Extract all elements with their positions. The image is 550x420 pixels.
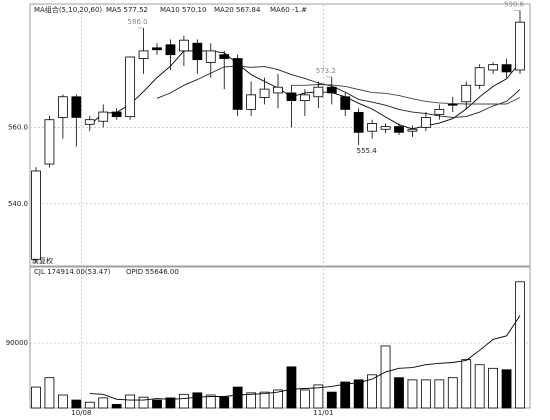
candle-body bbox=[125, 56, 136, 118]
volume-ma-line bbox=[89, 315, 521, 401]
price-note: 前复权 bbox=[32, 256, 53, 265]
candle-body bbox=[57, 96, 68, 118]
y-tick-label: 560.0 bbox=[8, 123, 28, 131]
x-tick-label: 11/01 bbox=[313, 409, 333, 417]
candle-body bbox=[313, 86, 324, 98]
volume-bar bbox=[515, 281, 525, 409]
volume-bar bbox=[205, 394, 216, 409]
volume-bar bbox=[178, 393, 189, 409]
volume-bar bbox=[461, 359, 472, 409]
candle-body bbox=[31, 170, 41, 260]
volume-bar bbox=[313, 384, 324, 409]
volume-bar bbox=[367, 374, 378, 409]
candle-body bbox=[219, 54, 230, 59]
candle-body bbox=[178, 39, 189, 52]
volume-bar bbox=[57, 394, 68, 409]
y-tick-label: 540.0 bbox=[8, 200, 28, 208]
volume-bar bbox=[380, 345, 391, 409]
candle-body bbox=[286, 92, 297, 101]
candle-body bbox=[165, 44, 176, 56]
volume-bar bbox=[420, 379, 431, 409]
volume-bar bbox=[326, 391, 337, 409]
volume-bar bbox=[152, 399, 162, 409]
candle-body bbox=[394, 126, 404, 133]
volume-bar bbox=[340, 381, 351, 409]
volume-bar bbox=[192, 392, 203, 409]
legend-item: MA组合(5,10,20,60) bbox=[34, 5, 102, 14]
volume-bar bbox=[246, 392, 257, 409]
volume-bar bbox=[232, 386, 243, 409]
candle-body bbox=[299, 94, 310, 101]
candle-body bbox=[474, 67, 485, 86]
candle-body bbox=[232, 58, 243, 110]
candle-body bbox=[84, 119, 95, 125]
candle-body bbox=[380, 126, 391, 130]
candle-body bbox=[461, 84, 472, 103]
volume-bar bbox=[488, 367, 499, 409]
volume-bar bbox=[125, 394, 136, 409]
volume-bar bbox=[299, 389, 310, 409]
candle-body bbox=[44, 119, 55, 165]
candle-body bbox=[434, 108, 445, 115]
x-tick-label: 10/08 bbox=[71, 409, 91, 417]
candle-body bbox=[192, 42, 203, 61]
ma-line bbox=[291, 84, 521, 105]
volume-bar bbox=[219, 396, 230, 409]
legend-item: MA20 567.84 bbox=[214, 6, 261, 14]
volume-bar bbox=[31, 386, 41, 409]
candle-body bbox=[138, 50, 149, 59]
legend-item: MA10 570.10 bbox=[160, 6, 206, 14]
legend-item: MA60 -1.# bbox=[270, 6, 307, 14]
volume-bar bbox=[259, 391, 270, 409]
candle-body bbox=[488, 64, 499, 71]
high-label: 586.0 bbox=[128, 18, 148, 26]
y-tick-label: 90000 bbox=[6, 339, 28, 347]
volume-bar bbox=[286, 366, 297, 409]
price-panel bbox=[29, 3, 531, 267]
volume-bar bbox=[98, 397, 109, 409]
volume-bar bbox=[407, 379, 418, 409]
legend-item: MA5 577.52 bbox=[106, 6, 148, 14]
candle-body bbox=[246, 94, 257, 110]
volume-bar bbox=[111, 403, 122, 409]
candle-body bbox=[71, 96, 82, 118]
candle-body bbox=[447, 104, 458, 106]
volume-bar bbox=[71, 399, 82, 409]
candle-body bbox=[367, 123, 378, 132]
candle-body bbox=[205, 50, 216, 63]
candle-body bbox=[407, 128, 418, 132]
volume-bar bbox=[44, 377, 55, 409]
low-label: 555.4 bbox=[357, 147, 378, 155]
volume-bar bbox=[434, 379, 445, 409]
candle-body bbox=[152, 47, 162, 51]
volume-bar bbox=[501, 369, 512, 409]
candle-body bbox=[259, 88, 270, 98]
candle-body bbox=[273, 86, 283, 94]
volume-bar bbox=[84, 401, 95, 409]
volume-bar bbox=[165, 397, 176, 409]
volume-bar bbox=[447, 377, 458, 409]
candle-body bbox=[98, 111, 109, 122]
high-label: 590.6 bbox=[504, 0, 525, 8]
candle-body bbox=[501, 64, 512, 73]
volume-bar bbox=[394, 377, 404, 409]
candle-body bbox=[353, 112, 364, 133]
candle-body bbox=[420, 117, 431, 128]
volume-bar bbox=[138, 396, 149, 409]
legend-item: OPID 55646.00 bbox=[126, 268, 179, 276]
candle-body bbox=[326, 86, 337, 94]
high-label: 573.2 bbox=[316, 67, 336, 75]
ma-line bbox=[156, 65, 521, 118]
candle-body bbox=[340, 96, 351, 110]
candle-body bbox=[111, 111, 122, 118]
legend-item: CJL 174914.00(53.47) bbox=[34, 268, 111, 276]
volume-bar bbox=[474, 364, 485, 409]
volume-bar bbox=[273, 389, 283, 409]
candle-body bbox=[515, 21, 525, 71]
volume-bar bbox=[353, 379, 364, 409]
